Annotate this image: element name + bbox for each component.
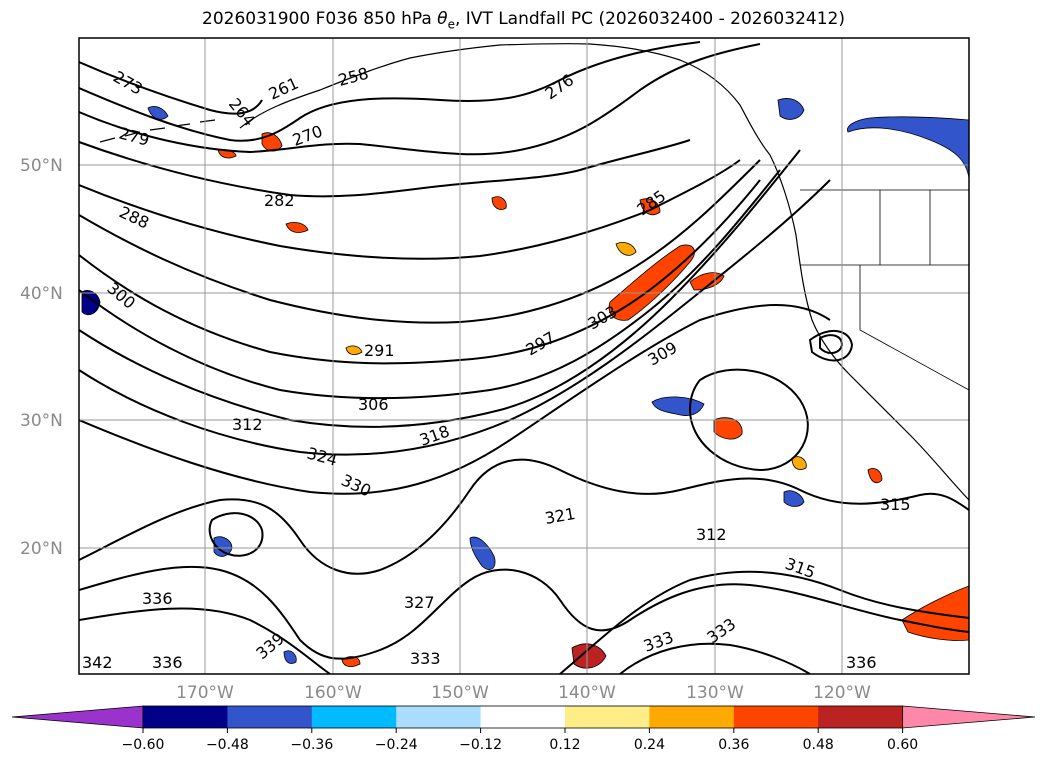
lon-label-160w: 160°W — [304, 683, 362, 703]
contour-line — [79, 149, 801, 428]
contour-line — [79, 43, 761, 156]
shading-patch-negative — [469, 536, 496, 570]
contour-line — [208, 512, 264, 557]
contour-line — [559, 570, 969, 674]
shading-patch-negative — [783, 490, 805, 507]
contour-line — [79, 61, 263, 115]
shading-patch-positive — [285, 222, 309, 233]
lon-label-140w: 140°W — [558, 683, 616, 703]
contour-label: 312 — [232, 415, 263, 434]
lon-label-130w: 130°W — [686, 683, 744, 703]
colorbar-tick-label: −0.60 — [122, 737, 165, 753]
shading-patch-positive — [867, 468, 883, 484]
contour-label: 315 — [880, 495, 911, 514]
shading-patches — [81, 98, 969, 669]
colorbar-extend-high — [902, 705, 1036, 729]
lat-label-20n: 20°N — [20, 539, 63, 559]
colorbar: −0.60 −0.48 −0.36 −0.24 −0.12 0.12 0.24 0.36 0.4… — [11, 705, 1036, 753]
contour-label: 282 — [264, 191, 295, 210]
coastline-aleutians — [99, 119, 216, 143]
colorbar-segment — [480, 706, 566, 728]
lon-label-150w: 150°W — [431, 683, 489, 703]
shading-patch-positive — [639, 198, 661, 216]
coastline-alaska — [239, 42, 771, 156]
shading-patch-negative — [777, 98, 805, 120]
contour-label: 336 — [152, 653, 183, 672]
colorbar-tick-label: 0.12 — [549, 737, 580, 753]
contour-label: 327 — [404, 593, 435, 612]
contour-label: 291 — [364, 341, 395, 360]
colorbar-segment — [311, 706, 397, 728]
contour-label: 342 — [82, 653, 113, 672]
colorbar-extend-low — [11, 705, 144, 729]
latitude-labels: 50°N 40°N 30°N 20°N — [20, 156, 63, 559]
colorbar-segment — [143, 706, 228, 728]
contour-label: 336 — [142, 589, 173, 608]
colorbar-frame — [142, 705, 903, 729]
contour-line — [688, 368, 809, 472]
colorbar-tick-label: 0.36 — [718, 737, 749, 753]
longitude-labels: 170°W 160°W 150°W 140°W 130°W 120°W — [176, 683, 871, 703]
shading-patch-positive — [571, 643, 607, 669]
contour-line — [79, 565, 969, 660]
contour-line — [79, 139, 691, 198]
contour-line — [808, 330, 854, 362]
lat-label-40n: 40°N — [20, 284, 63, 304]
shading-patch-positive — [713, 417, 743, 440]
contour-label: 336 — [846, 653, 877, 672]
shading-patch-positive — [608, 244, 695, 321]
colorbar-tick-label: −0.24 — [375, 737, 418, 753]
colorbar-tick-label: −0.36 — [290, 737, 333, 753]
contour-line — [79, 169, 781, 400]
shading-patch-positive — [345, 345, 363, 356]
shading-patch-positive — [791, 456, 807, 470]
lat-label-50n: 50°N — [20, 156, 63, 176]
contour-label: 333 — [410, 649, 441, 668]
colorbar-tick-label: 0.48 — [803, 737, 834, 753]
coastlines — [99, 42, 969, 501]
contour-line — [79, 159, 741, 260]
colorbar-tick-label: 0.60 — [887, 737, 918, 753]
colorbar-segment — [649, 706, 735, 728]
shading-patch-positive — [615, 242, 637, 256]
map-background — [79, 38, 969, 674]
contour-line — [79, 607, 331, 674]
colorbar-tick-label: −0.12 — [459, 737, 502, 753]
contour-line — [619, 642, 811, 674]
contour-line — [79, 458, 969, 575]
shading-patch-negative — [283, 650, 297, 664]
lat-label-30n: 30°N — [20, 411, 63, 431]
colorbar-segment — [227, 706, 313, 728]
shading-patch-negative — [147, 106, 169, 120]
contour-label: 306 — [358, 395, 389, 414]
shading-patch-negative — [847, 116, 969, 179]
map-frame — [78, 37, 970, 675]
map-title: 2026031900 F036 850 hPa θe, IVT Landfall… — [202, 9, 845, 32]
lon-label-120w: 120°W — [813, 683, 871, 703]
contour-line — [79, 41, 701, 142]
colorbar-segment — [733, 706, 819, 728]
colorbar-tick-label: 0.24 — [634, 737, 665, 753]
colorbar-segment — [818, 706, 904, 728]
contour-line — [79, 304, 831, 495]
coastline-west-coast — [769, 154, 969, 501]
lon-label-170w: 170°W — [176, 683, 234, 703]
colorbar-segment — [396, 706, 482, 728]
gridlines — [79, 38, 969, 674]
colorbar-tick-label: −0.48 — [206, 737, 249, 753]
contour-label: 312 — [696, 525, 727, 544]
state-borders — [800, 189, 969, 391]
colorbar-segment — [565, 706, 650, 728]
shading-patch-positive — [491, 196, 507, 210]
